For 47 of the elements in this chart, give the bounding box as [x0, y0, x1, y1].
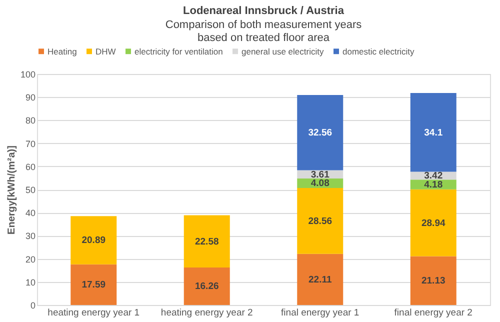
data-label: 20.89: [82, 235, 106, 246]
legend-label: Heating: [48, 46, 78, 56]
y-tick-label: 70: [25, 138, 36, 149]
legend-label: domestic electricity: [342, 46, 416, 56]
x-tick-label: heating energy year 2: [160, 308, 253, 318]
data-label: 22.58: [194, 236, 219, 248]
bar: [70, 216, 117, 264]
bar: [297, 188, 344, 254]
y-tick-label: 100: [20, 70, 36, 80]
bar: [410, 93, 456, 172]
y-tick-label: 50: [25, 185, 36, 195]
x-tick-label: final energy year 1: [281, 308, 360, 318]
data-label: 22.11: [308, 274, 332, 286]
y-axis-title: Energy[kWh/(m²a)]: [6, 146, 18, 234]
bar: [410, 189, 456, 256]
bar: [297, 94, 344, 170]
x-tick-label: heating energy year 1: [48, 308, 140, 318]
data-label: 34.1: [424, 127, 444, 138]
legend-label: general use electricity: [242, 46, 324, 56]
bar: [70, 264, 117, 305]
y-tick-label: 80: [25, 116, 36, 126]
data-label: 28.94: [421, 218, 446, 229]
data-label: 17.59: [82, 280, 106, 291]
bar: [184, 215, 230, 268]
data-label: 3.42: [424, 170, 443, 182]
y-tick-label: 20: [25, 254, 36, 264]
y-tick-label: 40: [25, 208, 36, 218]
legend-label: DHW: [96, 46, 116, 56]
bar: [410, 256, 456, 305]
data-label: 16.26: [194, 281, 219, 292]
y-tick-label: 10: [25, 277, 36, 288]
y-tick-label: 30: [25, 231, 36, 242]
chart-title: Lodenareal Innsbruck / Austria: [183, 5, 345, 17]
data-label: 32.56: [308, 128, 332, 139]
chart-subtitle: Comparison of both measurement years based on treated floor area: [165, 19, 362, 44]
data-label: 28.56: [308, 216, 332, 227]
data-label: 3.61: [310, 169, 330, 180]
y-tick-label: 90: [25, 92, 36, 103]
bar: [184, 267, 230, 305]
data-label: 21.13: [421, 276, 446, 287]
bar: [297, 254, 344, 305]
x-tick-label: final energy year 2: [394, 308, 472, 318]
legend-label: electricity for ventilation: [134, 46, 224, 56]
data-label: 4.18: [424, 180, 443, 191]
y-tick-label: 60: [25, 162, 36, 172]
data-label: 4.08: [310, 178, 330, 190]
y-tick-label: 0: [30, 300, 36, 310]
